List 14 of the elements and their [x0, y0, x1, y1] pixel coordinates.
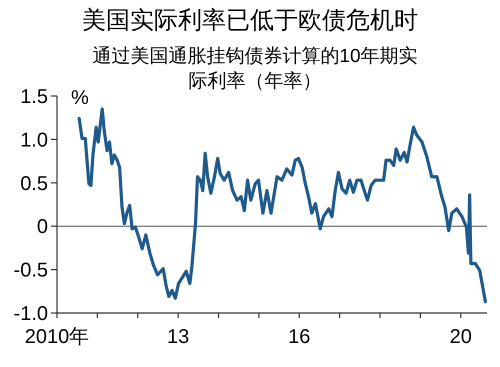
- chart-subtitle: 通过美国通胀挂钩债券计算的10年期实际利率（年率）: [92, 45, 418, 92]
- line-series: [78, 107, 487, 304]
- y-tick-label: 0.5: [20, 172, 48, 195]
- y-tick-label: 0: [36, 216, 48, 238]
- x-tick-label: 16: [288, 326, 310, 348]
- y-tick-label: -0.5: [14, 260, 48, 282]
- x-tick-label: 13: [167, 326, 190, 348]
- y-tick-label: 1.0: [20, 129, 48, 152]
- chart-title: 美国实际利率已低于欧债危机时: [82, 7, 418, 34]
- x-tick-label: 2010年: [24, 326, 90, 348]
- y-tick-label: -1.0: [14, 303, 48, 325]
- x-tick-label: 20: [450, 326, 472, 348]
- y-axis-title: %: [71, 87, 89, 109]
- y-tick-label: 1.5: [20, 86, 48, 108]
